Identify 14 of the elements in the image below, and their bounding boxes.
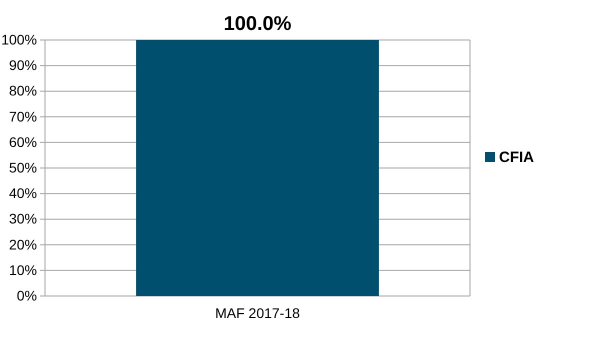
y-tick-label: 10%: [8, 262, 37, 278]
y-tick-label: 90%: [8, 57, 37, 74]
y-tick-label: 80%: [8, 82, 37, 99]
y-tick-label: 0%: [16, 287, 37, 304]
y-tick-label: 60%: [8, 134, 37, 150]
y-tick-label: 70%: [8, 108, 37, 124]
data-label: 100.0%: [224, 13, 292, 35]
y-tick-label: 30%: [8, 210, 37, 227]
y-tick-label: 20%: [8, 236, 37, 252]
x-tick-label: MAF 2017-18: [215, 304, 300, 321]
y-tick-label: 50%: [8, 159, 37, 176]
legend-label: CFIA: [499, 149, 534, 166]
y-tick-label: 40%: [8, 185, 37, 202]
y-tick-label: 100%: [1, 31, 37, 48]
